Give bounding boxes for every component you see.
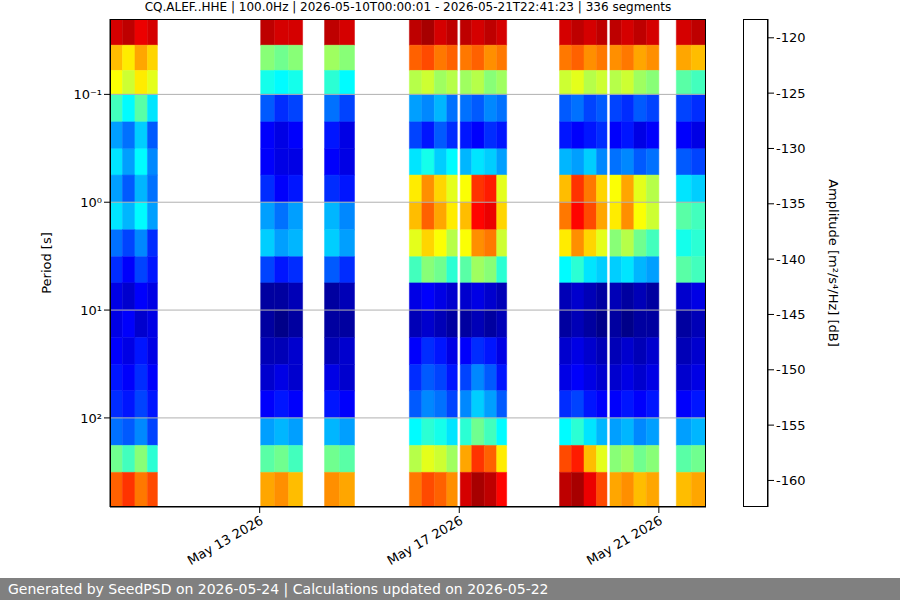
svg-text:Amplitude [m²/s⁴/Hz] [dB]: Amplitude [m²/s⁴/Hz] [dB] (826, 179, 841, 347)
svg-text:-125: -125 (776, 86, 806, 101)
svg-text:10²: 10² (80, 411, 102, 426)
svg-text:-150: -150 (776, 362, 806, 377)
svg-text:10⁻¹: 10⁻¹ (73, 87, 102, 102)
svg-text:10⁰: 10⁰ (80, 195, 102, 210)
svg-text:10¹: 10¹ (80, 303, 102, 318)
svg-text:-160: -160 (776, 473, 806, 488)
svg-text:-155: -155 (776, 418, 806, 433)
svg-text:-140: -140 (776, 252, 806, 267)
svg-text:-130: -130 (776, 141, 806, 156)
svg-text:May 13 2026: May 13 2026 (185, 513, 266, 568)
html-text:CQ.ALEF..HHE | 100.0Hz | 2026-: CQ.ALEF..HHE | 100.0Hz | 2026-05-10T00:0… (144, 0, 672, 14)
svg-text:-120: -120 (776, 30, 806, 45)
svg-text:May 17 2026: May 17 2026 (384, 513, 465, 568)
html-text:Generated by SeedPSD on 2026-0: Generated by SeedPSD on 2026-05-24 | Cal… (8, 581, 549, 597)
svg-text:May 21 2026: May 21 2026 (584, 513, 665, 568)
svg-text:Period [s]: Period [s] (39, 232, 54, 294)
svg-text:-145: -145 (776, 307, 806, 322)
svg-text:-135: -135 (776, 196, 806, 211)
